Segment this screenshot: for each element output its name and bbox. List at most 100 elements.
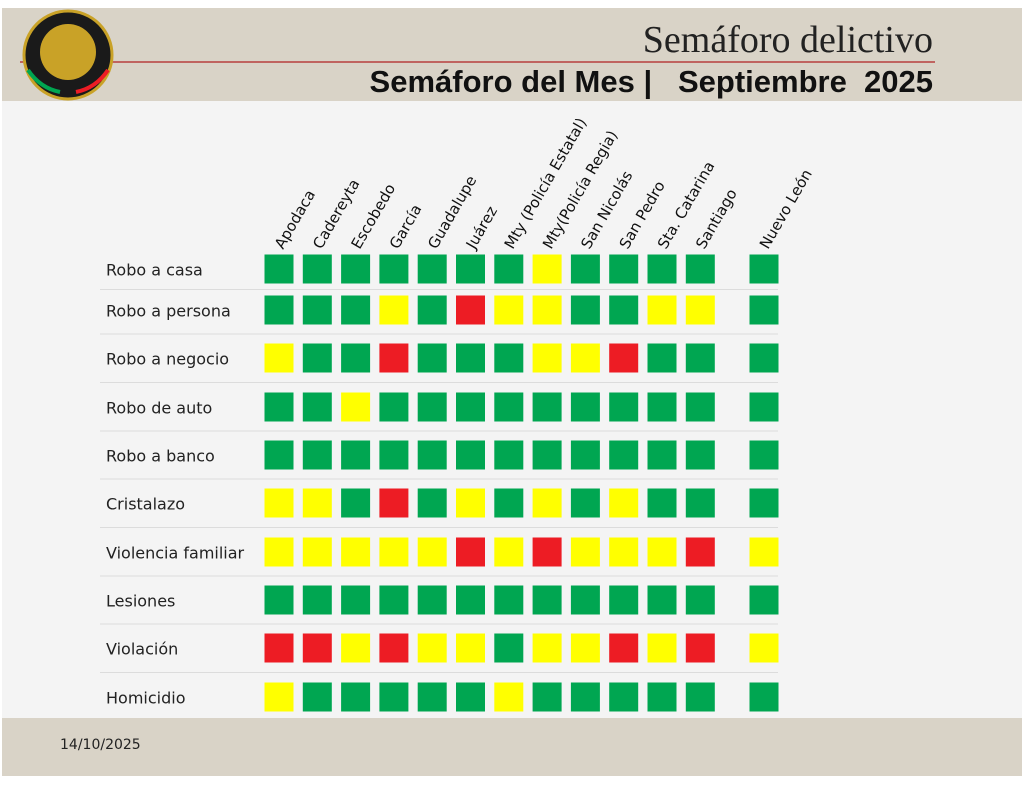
status-cell <box>379 343 409 373</box>
status-cell <box>494 392 524 422</box>
status-cell <box>609 343 639 373</box>
status-cell <box>379 295 409 325</box>
status-cell <box>647 537 677 567</box>
status-cell <box>609 392 639 422</box>
status-cell <box>609 440 639 470</box>
status-cell <box>456 343 485 373</box>
status-cell <box>570 295 600 325</box>
status-cell <box>302 295 332 325</box>
status-cell <box>302 392 332 422</box>
status-cell <box>264 254 294 284</box>
status-cell <box>264 537 294 567</box>
status-cell <box>302 343 332 373</box>
status-cell <box>264 440 294 470</box>
status-cell <box>341 488 371 518</box>
status-cell <box>609 585 639 615</box>
status-cell <box>647 440 677 470</box>
status-cell <box>494 295 524 325</box>
status-cell <box>456 440 485 470</box>
status-cell <box>417 488 447 518</box>
subtitle: Semáforo del Mes | Septiembre 2025 <box>370 64 933 99</box>
status-cell <box>749 585 779 615</box>
status-cell <box>647 254 677 284</box>
status-cell <box>341 295 371 325</box>
status-cell <box>456 537 485 567</box>
status-cell <box>417 537 447 567</box>
status-cell <box>749 254 779 284</box>
status-cell <box>532 585 562 615</box>
status-cell <box>685 392 715 422</box>
status-cell <box>341 537 371 567</box>
status-cell <box>570 633 600 663</box>
status-cell <box>456 682 485 712</box>
status-cell <box>379 392 409 422</box>
status-cell <box>417 440 447 470</box>
status-cell <box>456 295 485 325</box>
row-label: Cristalazo <box>106 495 185 514</box>
row-label: Robo a casa <box>106 261 203 280</box>
row-label: Violencia familiar <box>106 544 245 563</box>
status-cell <box>417 585 447 615</box>
status-cell <box>609 488 639 518</box>
footer-band <box>2 718 1022 776</box>
status-cell <box>685 537 715 567</box>
status-cell <box>532 440 562 470</box>
status-cell <box>456 585 485 615</box>
status-cell <box>570 488 600 518</box>
status-cell <box>417 343 447 373</box>
status-cell <box>494 488 524 518</box>
row-label: Robo de auto <box>106 399 212 418</box>
status-cell <box>647 633 677 663</box>
status-cell <box>609 254 639 284</box>
status-cell <box>494 585 524 615</box>
status-cell <box>302 633 332 663</box>
status-cell <box>749 295 779 325</box>
logo <box>22 9 114 101</box>
status-cell <box>685 254 715 284</box>
status-cell <box>302 488 332 518</box>
row-label: Robo a persona <box>106 302 231 321</box>
status-cell <box>417 295 447 325</box>
status-cell <box>341 392 371 422</box>
status-cell <box>647 295 677 325</box>
status-cell <box>647 488 677 518</box>
status-cell <box>302 440 332 470</box>
status-cell <box>532 254 562 284</box>
status-cell <box>532 682 562 712</box>
status-cell <box>749 633 779 663</box>
status-cell <box>749 392 779 422</box>
status-cell <box>749 343 779 373</box>
status-cell <box>532 633 562 663</box>
status-cell <box>417 633 447 663</box>
status-cell <box>379 633 409 663</box>
title: Semáforo delictivo <box>643 19 933 61</box>
status-cell <box>494 254 524 284</box>
status-cell <box>532 537 562 567</box>
status-cell <box>532 488 562 518</box>
status-cell <box>494 440 524 470</box>
status-cell <box>379 585 409 615</box>
status-cell <box>341 254 371 284</box>
status-cell <box>647 343 677 373</box>
status-cell <box>456 633 485 663</box>
status-cell <box>302 537 332 567</box>
status-cell <box>532 392 562 422</box>
status-cell <box>685 488 715 518</box>
status-cell <box>264 488 294 518</box>
status-cell <box>609 682 639 712</box>
status-cell <box>417 682 447 712</box>
status-cell <box>379 682 409 712</box>
status-cell <box>685 343 715 373</box>
status-cell <box>456 392 485 422</box>
status-cell <box>379 537 409 567</box>
status-cell <box>341 585 371 615</box>
status-cell <box>647 585 677 615</box>
header-band <box>2 8 1022 101</box>
status-cell <box>647 682 677 712</box>
status-cell <box>341 682 371 712</box>
status-cell <box>456 488 485 518</box>
status-cell <box>570 343 600 373</box>
status-cell <box>749 682 779 712</box>
status-cell <box>302 585 332 615</box>
